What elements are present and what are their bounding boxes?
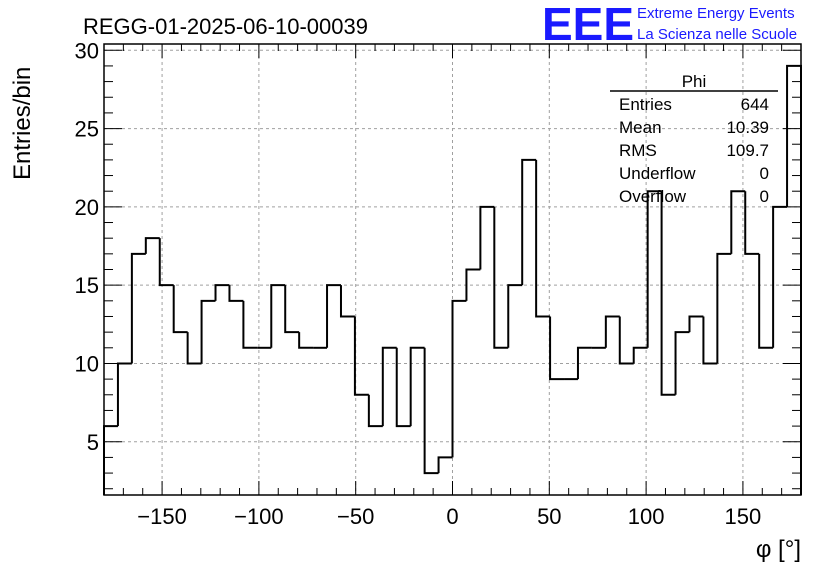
hist-bin-30 bbox=[521, 158, 537, 286]
hist-bin-46 bbox=[744, 191, 760, 255]
hist-bin-40 bbox=[660, 191, 676, 396]
hist-bin-39 bbox=[646, 190, 662, 348]
x-tick-label-4: 50 bbox=[537, 504, 561, 529]
hist-bin-24 bbox=[437, 456, 453, 474]
stats-label-underflow: Underflow bbox=[619, 164, 696, 183]
hist-bin-28 bbox=[493, 206, 509, 349]
stats-label-entries: Entries bbox=[619, 95, 672, 114]
hist-bin-7 bbox=[200, 299, 216, 364]
hist-bin-22 bbox=[409, 346, 425, 427]
logo-line-2: La Scienza nelle Scuole bbox=[637, 26, 797, 43]
hist-bin-3 bbox=[144, 237, 160, 254]
hist-bin-5 bbox=[172, 285, 188, 334]
hist-bin-44 bbox=[716, 252, 732, 364]
hist-bin-37 bbox=[618, 316, 634, 365]
hist-bin-34 bbox=[576, 346, 592, 380]
y-tick-label-0: 5 bbox=[87, 430, 99, 455]
hist-bin-0 bbox=[103, 425, 118, 495]
hist-bin-45 bbox=[730, 190, 746, 254]
hist-bin-4 bbox=[158, 238, 174, 287]
y-tick-label-4: 25 bbox=[75, 117, 99, 142]
stats-value-overflow: 0 bbox=[760, 187, 769, 206]
stats-title: Phi bbox=[682, 72, 707, 91]
hist-bin-42 bbox=[688, 315, 704, 333]
hist-bin-12 bbox=[270, 284, 286, 348]
x-tick-label-3: 0 bbox=[446, 504, 458, 529]
hist-bin-32 bbox=[549, 316, 565, 381]
hist-bin-19 bbox=[367, 394, 383, 428]
eee-logo: EEE Extreme Energy Events La Scienza nel… bbox=[542, 0, 797, 50]
y-tick-label-5: 30 bbox=[75, 38, 99, 63]
y-tick-label-2: 15 bbox=[75, 273, 99, 298]
x-tick-label-0: −150 bbox=[137, 504, 187, 529]
y-tick-label-1: 10 bbox=[75, 351, 99, 376]
x-tick-labels: −150 −100 −50 0 50 100 150 bbox=[137, 504, 761, 529]
hist-bin-29 bbox=[507, 284, 523, 348]
hist-bin-43 bbox=[702, 316, 718, 365]
histogram-bars bbox=[103, 64, 802, 495]
hist-bin-23 bbox=[423, 347, 439, 475]
y-axis-label: Entries/bin bbox=[9, 67, 36, 180]
chart-title: REGG-01-2025-06-10-00039 bbox=[83, 14, 368, 39]
hist-bin-13 bbox=[284, 285, 300, 334]
hist-bin-9 bbox=[228, 285, 244, 302]
hist-bin-48 bbox=[772, 205, 788, 348]
logo-line-1: Extreme Energy Events bbox=[637, 5, 795, 22]
hist-bin-14 bbox=[298, 332, 314, 349]
stats-value-rms: 109.7 bbox=[726, 141, 769, 160]
x-axis-label: φ [°] bbox=[756, 536, 801, 563]
x-tick-label-5: 100 bbox=[628, 504, 665, 529]
hist-bin-25 bbox=[451, 299, 467, 458]
hist-bin-16 bbox=[326, 284, 341, 348]
hist-bin-2 bbox=[130, 252, 146, 364]
stats-value-mean: 10.39 bbox=[726, 118, 769, 137]
x-tick-label-2: −50 bbox=[337, 504, 374, 529]
hist-bin-21 bbox=[395, 347, 411, 428]
hist-bin-1 bbox=[116, 362, 132, 427]
logo-mark: EEE bbox=[542, 0, 634, 50]
y-tick-labels: 5 10 15 20 25 30 bbox=[75, 38, 99, 454]
hist-bin-31 bbox=[535, 159, 551, 318]
hist-bin-20 bbox=[381, 346, 397, 427]
stats-box: Phi Entries 644 Mean 10.39 RMS 109.7 Und… bbox=[610, 72, 778, 206]
hist-bin-6 bbox=[186, 332, 202, 365]
hist-bin-27 bbox=[479, 205, 495, 270]
hist-bin-41 bbox=[674, 331, 690, 395]
x-tick-label-6: 150 bbox=[725, 504, 762, 529]
y-tick-label-3: 20 bbox=[75, 195, 99, 220]
hist-bin-17 bbox=[339, 285, 355, 318]
hist-bin-49 bbox=[786, 64, 802, 495]
stats-label-overflow: Overflow bbox=[619, 187, 687, 206]
hist-bin-38 bbox=[632, 346, 648, 364]
hist-bin-10 bbox=[242, 300, 258, 349]
stats-value-underflow: 0 bbox=[760, 164, 769, 183]
hist-bin-26 bbox=[465, 268, 481, 301]
hist-bin-8 bbox=[214, 284, 230, 301]
hist-bin-36 bbox=[604, 315, 620, 348]
hist-bin-47 bbox=[758, 253, 774, 349]
stats-label-rms: RMS bbox=[619, 141, 657, 160]
axis-ticks bbox=[103, 44, 802, 495]
stats-label-mean: Mean bbox=[619, 118, 662, 137]
x-tick-label-1: −100 bbox=[234, 504, 284, 529]
stats-value-entries: 644 bbox=[741, 95, 769, 114]
hist-bin-18 bbox=[353, 316, 369, 396]
